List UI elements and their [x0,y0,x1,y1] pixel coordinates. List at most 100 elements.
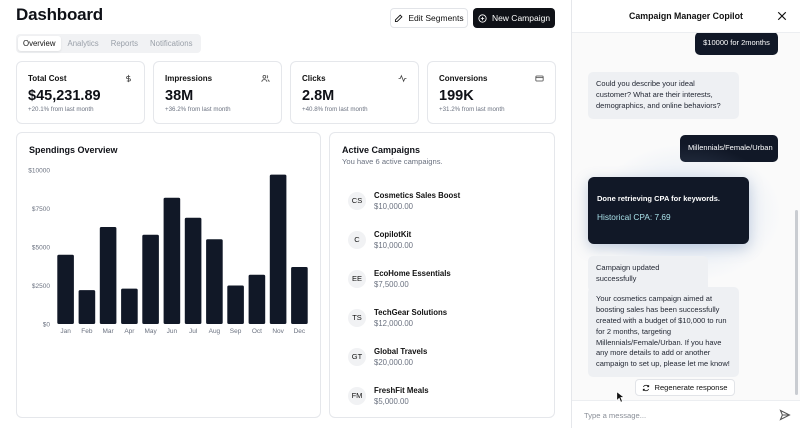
bar-aug[interactable] [206,239,223,324]
bar-sep[interactable] [227,285,244,325]
y-tick-label: $2500 [32,283,50,290]
campaign-item[interactable]: GT Global Travels $20,000.00 [348,337,544,376]
stat-value: 38M [165,88,194,104]
scrollbar[interactable] [795,210,798,395]
avatar: FM [348,386,366,405]
tab-analytics[interactable]: Analytics [67,39,99,48]
campaign-item[interactable]: TS TechGear Solutions $12,000.00 [348,298,544,337]
stat-label: Impressions [165,74,213,83]
assistant-message: Your cosmetics campaign aimed at boostin… [588,287,739,378]
campaign-name: EcoHome Essentials [374,268,451,278]
campaign-list: CS Cosmetics Sales Boost $10,000.00 C Cop… [348,181,544,415]
campaign-item[interactable]: CS Cosmetics Sales Boost $10,000.00 [348,181,544,220]
campaign-budget: $7,500.00 [374,279,409,289]
campaigns-subtitle: You have 6 active campaigns. [342,157,443,166]
message-input-row [572,400,800,428]
campaign-item[interactable]: C CopilotKit $10,000.00 [348,220,544,259]
regenerate-response-button[interactable]: Regenerate response [635,379,735,396]
campaign-name: TechGear Solutions [374,307,448,317]
x-tick-label: Jul [189,328,198,335]
cpa-title: Done retrieving CPA for keywords. [597,194,720,203]
message-input[interactable] [584,407,764,423]
spendings-bar-chart: $0 $2500 $5000 $7500 $10000 Jan Feb Mar Apr May Ju… [28,168,308,335]
x-tick-label: Jan [60,328,71,335]
bar-nov[interactable] [269,174,287,324]
avatar: TS [348,308,366,327]
x-tick-label: Oct [252,328,262,335]
user-message: $10000 for 2months [695,33,778,55]
refresh-icon [643,384,650,391]
stat-value: 2.8M [302,88,335,104]
campaign-item[interactable]: EE EcoHome Essentials $7,500.00 [348,259,544,298]
bar-may[interactable] [142,234,159,324]
dollar-icon [126,74,131,83]
x-tick-label: Jun [167,328,178,335]
avatar: C [348,230,366,249]
campaign-name: Global Travels [374,346,428,356]
stat-change: +31.2% from last month [439,106,505,113]
activity-icon [398,74,407,83]
bar-jun[interactable] [163,197,181,324]
x-tick-label: Apr [124,328,135,335]
stat-value: 199K [439,88,474,104]
bar-dec[interactable] [291,267,308,324]
avatar: EE [348,269,366,288]
regenerate-label: Regenerate response [654,383,728,392]
bar-jul[interactable] [184,217,202,324]
message-list: $10000 for 2months Could you describe yo… [572,33,800,398]
users-icon [261,75,270,82]
bar-feb[interactable] [78,290,96,324]
user-message: Millennials/Female/Urban [680,135,778,162]
campaigns-title: Active Campaigns [342,145,421,155]
edit-segments-button[interactable]: Edit Segments [390,8,468,28]
stat-card-clicks: Clicks 2.8M +40.8% from last month [290,61,419,124]
assistant-message: Campaign updated successfully [588,256,708,292]
edit-segments-label: Edit Segments [408,13,464,23]
y-tick-label: $5000 [32,245,50,252]
pencil-icon [395,13,403,22]
campaign-budget: $10,000.00 [374,201,414,211]
campaign-budget: $10,000.00 [374,240,414,250]
mouse-cursor-icon [616,391,624,403]
avatar: CS [348,191,366,210]
assistant-message: Could you describe your ideal customer? … [588,72,739,119]
new-campaign-button[interactable]: New Campaign [473,8,555,28]
x-tick-label: Mar [102,328,114,335]
x-tick-label: Dec [294,328,306,335]
stat-value: $45,231.89 [28,88,101,104]
stat-label: Clicks [302,74,326,83]
bar-jan[interactable] [57,254,74,324]
copilot-panel: Campaign Manager Copilot $10000 for 2mon… [571,0,800,428]
x-tick-label: Feb [81,328,93,335]
campaign-budget: $20,000.00 [374,357,414,367]
page-title: Dashboard [16,5,103,24]
tab-notifications[interactable]: Notifications [150,39,193,48]
active-campaigns-card: Active Campaigns You have 6 active campa… [329,132,555,418]
credit-card-icon [535,75,544,82]
close-icon[interactable] [776,10,788,22]
stat-label: Total Cost [28,74,67,83]
bar-mar[interactable] [99,227,117,324]
x-tick-label: May [144,328,157,335]
tab-reports[interactable]: Reports [110,39,139,48]
x-tick-label: Nov [272,328,284,335]
campaign-name: FreshFit Meals [374,385,429,395]
tab-overview[interactable]: Overview [18,36,61,51]
bar-oct[interactable] [248,274,266,324]
x-tick-label: Sep [230,328,242,335]
dashboard: Dashboard Edit Segments New Campaign Ove… [16,5,556,418]
chart-title: Spendings Overview [29,145,118,155]
campaign-budget: $12,000.00 [374,318,414,328]
copilot-title: Campaign Manager Copilot [629,11,743,21]
stat-card-total-cost: Total Cost $45,231.89 +20.1% from last m… [16,61,145,124]
send-icon[interactable] [779,409,791,421]
stat-change: +20.1% from last month [28,106,94,113]
tab-bar: Overview Analytics Reports Notifications [16,34,201,53]
y-tick-label: $10000 [28,168,50,175]
y-tick-label: $0 [43,322,51,329]
bar-apr[interactable] [121,288,138,324]
campaign-item[interactable]: FM FreshFit Meals $5,000.00 [348,376,544,415]
spendings-overview-card: Spendings Overview $0 $2500 $5000 $7500 $100… [16,132,321,418]
y-tick-label: $7500 [32,206,50,213]
stat-label: Conversions [439,74,488,83]
